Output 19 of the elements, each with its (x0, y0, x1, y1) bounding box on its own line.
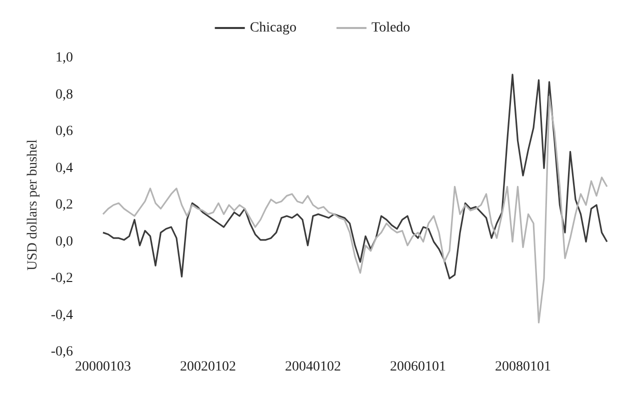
y-tick-label: -0,6 (50, 344, 73, 360)
x-tick-label: 20060101 (390, 360, 446, 374)
legend-label: Chicago (250, 20, 296, 36)
legend-label: Toledo (371, 20, 410, 36)
y-tick-label: -0,2 (50, 271, 73, 286)
x-tick-label: 20000103 (75, 360, 131, 374)
y-axis-title: USD dollars per bushel (25, 139, 40, 271)
x-tick-label: 20080101 (495, 360, 551, 374)
y-tick-label: 0,4 (56, 160, 73, 176)
y-tick-label: 0,2 (56, 198, 73, 212)
x-tick-label: 20020102 (180, 360, 236, 374)
y-tick-label: 1,0 (56, 50, 73, 66)
line-series (102, 74, 608, 280)
x-tick-label: 20040102 (285, 360, 341, 374)
line-series (102, 96, 608, 324)
y-tick-label: 0,6 (56, 124, 73, 139)
y-tick-label: 0,0 (56, 234, 73, 250)
y-tick-label: -0,4 (50, 308, 73, 323)
y-tick-label: 0,8 (56, 87, 73, 102)
